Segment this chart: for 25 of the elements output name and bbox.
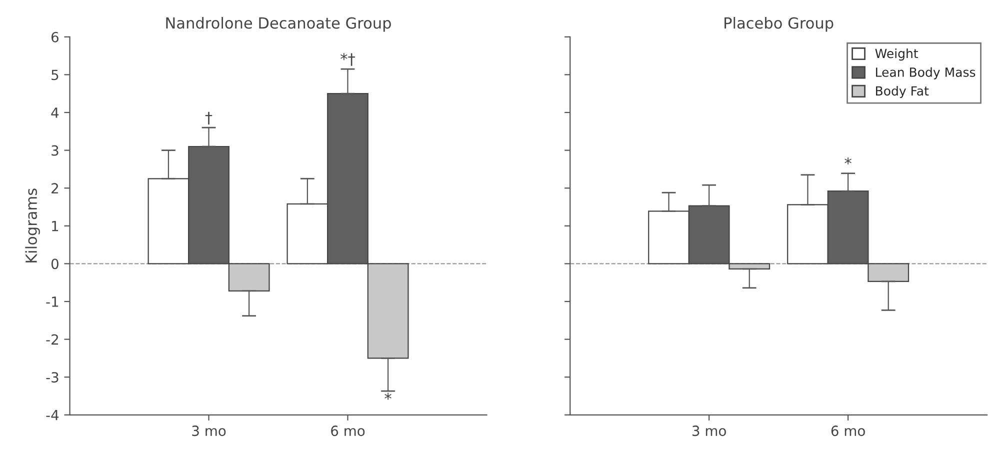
legend-label: Body Fat xyxy=(876,86,929,98)
y-tick-label: 1 xyxy=(52,221,58,232)
y-tick-label: 6 xyxy=(52,32,58,42)
x-tick-label: 3 mo xyxy=(692,426,726,436)
x-tick-label: 6 mo xyxy=(331,426,365,436)
annotation: * xyxy=(844,157,852,164)
y-tick-label: -3 xyxy=(46,372,58,383)
annotation: † xyxy=(205,112,212,125)
x-tick-label: 3 mo xyxy=(192,426,226,436)
legend-label: Lean Body Mass xyxy=(876,67,976,80)
y-tick-label: 4 xyxy=(51,108,59,118)
y-tick-label: 3 xyxy=(52,145,58,156)
y-tick-label: 5 xyxy=(52,70,58,80)
chart-title: Nandrolone Decanoate Group xyxy=(166,16,391,32)
annotation: *† xyxy=(340,53,355,66)
y-tick-label: 0 xyxy=(51,258,58,270)
legend-label: Weight xyxy=(875,48,918,61)
chart-title: Placebo Group xyxy=(724,16,834,32)
y-tick-label: 2 xyxy=(52,183,58,194)
y-tick-label: -2 xyxy=(46,334,58,345)
y-tick-label: -4 xyxy=(46,410,59,420)
annotation: * xyxy=(384,392,392,400)
y-tick-label: -1 xyxy=(46,296,58,307)
y-axis-title: Kilograms xyxy=(25,188,40,262)
x-tick-label: 6 mo xyxy=(831,426,865,436)
